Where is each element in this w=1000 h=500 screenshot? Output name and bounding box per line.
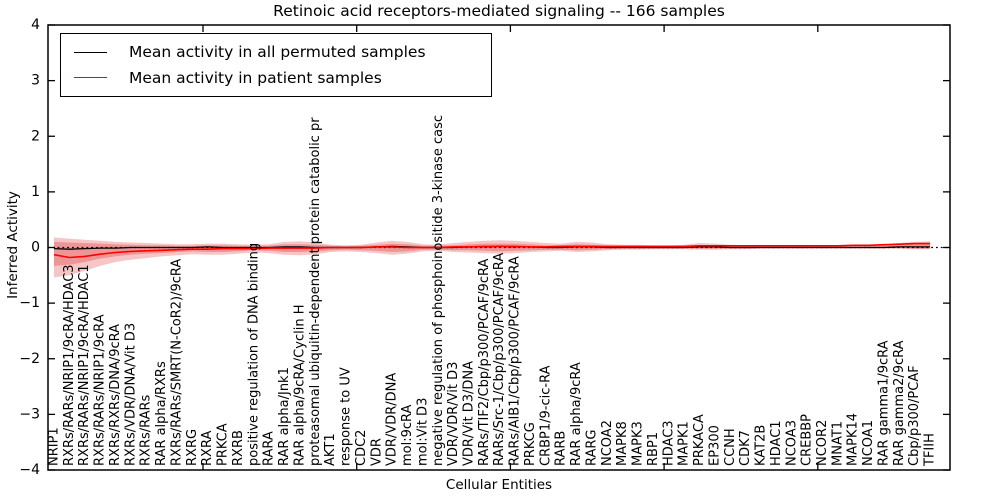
entity-label: mol:Vit D3 (415, 398, 430, 466)
entity-label: HDAC3 (661, 420, 676, 466)
entity-label: MNAT1 (830, 421, 845, 466)
legend: Mean activity in all permuted samples Me… (60, 33, 492, 97)
entity-label: PRKCG (523, 422, 538, 466)
entity-label: CDC2 (354, 430, 369, 466)
entity-label: RXRG (185, 429, 200, 466)
y-tick-label: −3 (19, 406, 40, 422)
entity-label: RXRs/VDR/DNA/Vit D3 (123, 323, 138, 466)
y-tick-label: −1 (19, 295, 40, 311)
entity-label: RARG (584, 429, 599, 466)
entity-label: RARA (262, 431, 277, 466)
y-tick-label: 4 (31, 17, 40, 33)
entity-label: PRKACA (692, 414, 707, 466)
entity-label: RAR gamma2/9cRA (892, 340, 907, 466)
entity-label: TFIIH (923, 433, 938, 467)
entity-label: response to UV (339, 367, 354, 466)
entity-label: NCOA3 (784, 420, 799, 466)
entity-label: RAR alpha/9cRA/Cyclin H (292, 305, 307, 466)
entity-label: CREBBP (800, 414, 815, 466)
entity-label: MAPK8 (615, 421, 630, 466)
entity-label: RXRs/RARs/NRIP1/9cRA/HDAC3 (62, 264, 77, 466)
entity-label: RARs/Src-1/Cbp/p300/PCAF/9cRA (492, 253, 507, 466)
entity-label: NCOR2 (815, 420, 830, 466)
entity-label: CDK7 (738, 430, 753, 466)
patient-mean-line (53, 242, 931, 259)
entity-label: RARB (554, 431, 569, 466)
entity-label: VDR/VDR/DNA (385, 373, 400, 466)
entity-label: NCOA2 (600, 420, 615, 466)
entity-label: RAR alpha/9cRA (569, 362, 584, 466)
patient-line-swatch (74, 77, 107, 79)
permuted-line-swatch (74, 51, 107, 53)
legend-item-permuted: Mean activity in all permuted samples (74, 43, 485, 61)
entity-label: RXRs/RARs/SMRT(N-CoR2)/9cRA (170, 259, 185, 466)
entity-label: Cbp/p300/PCAF (907, 365, 922, 466)
entity-label: RXRs/RARs (139, 394, 154, 466)
entity-label: proteasomal ubiquitin-dependent protein … (308, 117, 323, 466)
entity-label: RBP1 (646, 432, 661, 466)
x-axis-label: Cellular Entities (445, 477, 553, 493)
entity-label: KAT2B (754, 425, 769, 466)
entity-label: RXRs/RARs/NRIP1/9cRA (93, 314, 108, 466)
entity-label: RXRB (231, 430, 246, 466)
entity-label: RARs/AIB1/Cbp/p300/PCAF/9cRA (508, 256, 523, 466)
entity-label: mol:9cRA (400, 404, 415, 466)
entity-label: AKT1 (323, 433, 338, 466)
entity-label: RXRs/RXRs/DNA/9cRA (108, 324, 123, 466)
entity-label: MAPK1 (677, 421, 692, 466)
entity-label: VDR (369, 438, 384, 466)
y-tick-label: 0 (31, 240, 40, 256)
entity-label: VDR/VDR/Vit D3 (446, 362, 461, 466)
entity-label: RXRs/RARs/NRIP1/9cRA/HDAC1 (77, 264, 92, 466)
entity-label: negative regulation of phosphoinositide … (431, 115, 446, 466)
legend-label-permuted: Mean activity in all permuted samples (129, 43, 426, 62)
entity-label: RAR gamma1/9cRA (877, 340, 892, 466)
y-axis-label: Inferred Activity (5, 191, 21, 299)
entity-label: MAPK3 (631, 421, 646, 466)
entity-label: PRKCA (216, 423, 231, 466)
entity-label: RAR alpha/RXRs (154, 361, 169, 466)
entity-label: NCOA1 (861, 420, 876, 466)
entity-label: CCNH (723, 428, 738, 466)
entity-label: MAPK14 (846, 413, 861, 466)
entity-label: CRBP1/9-cic-RA (538, 365, 553, 466)
entity-label: NRIP1 (47, 427, 62, 466)
y-tick-label: 3 (31, 73, 40, 89)
y-tick-label: 2 (31, 128, 40, 144)
y-tick-label: 1 (31, 184, 40, 200)
chart-title: Retinoic acid receptors-mediated signali… (273, 2, 725, 20)
entity-label: HDAC1 (769, 420, 784, 466)
entity-label: VDR/Vit D3/DNA (462, 361, 477, 466)
entity-label: positive regulation of DNA binding (246, 243, 261, 466)
legend-label-patient: Mean activity in patient samples (129, 68, 382, 87)
entity-label: EP300 (707, 425, 722, 466)
legend-item-patient: Mean activity in patient samples (74, 69, 485, 87)
entity-label: RARs/TIF2/Cbp/p300/PCAF/9cRA (477, 259, 492, 466)
entity-label: RXRA (200, 431, 215, 466)
entity-label: RAR alpha/Jnk1 (277, 367, 292, 466)
y-tick-label: −2 (19, 351, 40, 367)
y-tick-label: −4 (19, 462, 40, 478)
